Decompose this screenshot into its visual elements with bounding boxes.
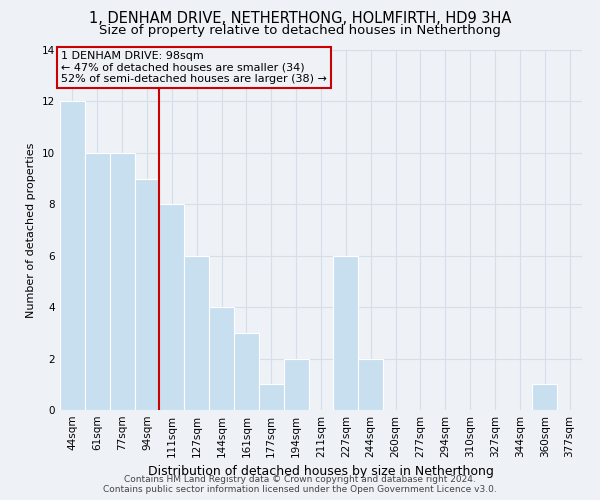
Text: 1, DENHAM DRIVE, NETHERTHONG, HOLMFIRTH, HD9 3HA: 1, DENHAM DRIVE, NETHERTHONG, HOLMFIRTH,… (89, 11, 511, 26)
Bar (334, 256, 358, 410)
Bar (532, 384, 557, 410)
Bar (259, 384, 284, 410)
Bar (160, 204, 184, 410)
X-axis label: Distribution of detached houses by size in Netherthong: Distribution of detached houses by size … (148, 466, 494, 478)
Y-axis label: Number of detached properties: Number of detached properties (26, 142, 37, 318)
Text: Contains HM Land Registry data © Crown copyright and database right 2024.
Contai: Contains HM Land Registry data © Crown c… (103, 474, 497, 494)
Bar (234, 333, 259, 410)
Bar (60, 102, 85, 410)
Bar (134, 178, 160, 410)
Bar (110, 153, 134, 410)
Text: Size of property relative to detached houses in Netherthong: Size of property relative to detached ho… (99, 24, 501, 37)
Bar (209, 307, 234, 410)
Bar (184, 256, 209, 410)
Bar (358, 358, 383, 410)
Text: 1 DENHAM DRIVE: 98sqm
← 47% of detached houses are smaller (34)
52% of semi-deta: 1 DENHAM DRIVE: 98sqm ← 47% of detached … (61, 52, 327, 84)
Bar (85, 153, 110, 410)
Bar (284, 358, 308, 410)
